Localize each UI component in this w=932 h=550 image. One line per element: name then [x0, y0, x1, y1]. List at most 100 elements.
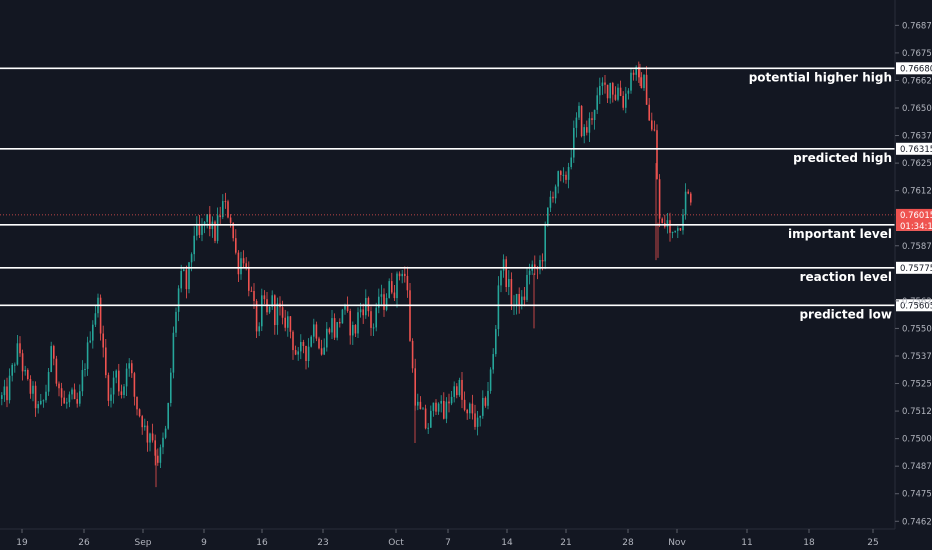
- candle-71: [185, 265, 188, 299]
- candle-249: [648, 98, 650, 121]
- candle-210: [547, 207, 549, 227]
- horizontal-levels[interactable]: potential higher high 0.76680 predicted hi…: [0, 62, 932, 321]
- candle-189: [492, 348, 494, 374]
- level-predicted-low[interactable]: predicted low 0.75605: [0, 299, 932, 321]
- candle-263: [684, 183, 687, 220]
- level-value: 0.75605: [900, 301, 932, 311]
- candle-126: [328, 327, 331, 335]
- level-reaction-level[interactable]: reaction level 0.75775: [0, 261, 932, 284]
- candle-239: [622, 91, 624, 111]
- candle-3: [8, 368, 11, 404]
- level-value-badge: [896, 299, 932, 312]
- candle-174: [453, 381, 455, 403]
- y-tick-label: 0.74625: [902, 517, 932, 527]
- x-tick-label: 7: [445, 538, 451, 548]
- candle-229: [596, 87, 598, 114]
- candle-221: [575, 112, 578, 138]
- candle-114: [297, 347, 299, 361]
- candle-247: [643, 74, 645, 91]
- candle-8: [21, 349, 24, 381]
- current-price-value: 0.76015: [900, 211, 932, 221]
- level-value: 0.76315: [900, 145, 932, 155]
- candle-42: [110, 387, 112, 408]
- candle-191: [497, 276, 500, 337]
- level-label: predicted low: [799, 307, 892, 321]
- candle-256: [666, 213, 669, 234]
- candles: [1, 61, 692, 488]
- candle-237: [617, 83, 619, 102]
- candle-72: [188, 262, 190, 294]
- candle-15: [40, 393, 42, 406]
- candle-155: [404, 266, 406, 283]
- level-potential-higher-high[interactable]: potential higher high 0.76680: [0, 62, 932, 84]
- candle-183: [476, 411, 479, 436]
- candle-230: [599, 77, 601, 105]
- candle-78: [203, 221, 206, 234]
- candle-74: [193, 226, 195, 262]
- x-tick-label: 16: [256, 538, 268, 548]
- candle-262: [682, 208, 684, 235]
- candle-137: [357, 307, 359, 338]
- candle-131: [341, 308, 344, 324]
- candle-207: [539, 255, 541, 275]
- y-tick-label: 0.75125: [902, 407, 932, 417]
- candle-1: [3, 379, 6, 402]
- candle-121: [315, 321, 318, 342]
- candle-149: [388, 278, 390, 299]
- level-value: 0.76680: [900, 64, 932, 74]
- candle-228: [593, 109, 596, 130]
- candle-214: [557, 170, 559, 194]
- candle-10: [27, 368, 29, 381]
- candle-69: [180, 264, 182, 293]
- x-tick-label: 23: [317, 538, 328, 548]
- candle-251: [653, 120, 656, 132]
- candle-186: [484, 396, 487, 408]
- candle-217: [565, 171, 567, 184]
- x-axis[interactable]: 19 26 Sep 9 16 23 Oct 7 14 21 28 Nov 11 18 25: [16, 529, 879, 548]
- current-price-badge: 0.76015 01:34:11: [896, 208, 932, 232]
- level-predicted-high[interactable]: predicted high 0.76315: [0, 142, 932, 165]
- candle-167: [435, 399, 437, 416]
- candle-123: [320, 339, 323, 356]
- candle-41: [107, 372, 110, 407]
- candle-153: [398, 271, 401, 281]
- candle-196: [510, 272, 513, 311]
- level-label: predicted high: [793, 151, 892, 165]
- candle-66: [172, 326, 175, 379]
- candle-109: [284, 309, 286, 332]
- candle-92: [240, 251, 242, 280]
- x-tick-label: 18: [803, 538, 815, 548]
- candle-169: [440, 395, 442, 413]
- y-tick-label: 0.75875: [902, 242, 932, 252]
- candle-28: [73, 383, 76, 400]
- level-value: 0.75775: [900, 264, 932, 274]
- candle-20: [53, 344, 55, 366]
- candle-234: [609, 82, 611, 104]
- candle-57: [149, 432, 151, 452]
- candle-38: [99, 294, 102, 341]
- candle-79: [206, 213, 208, 229]
- candle-152: [396, 271, 398, 308]
- candle-67: [175, 307, 177, 338]
- candle-48: [125, 363, 128, 397]
- level-label: important level: [788, 227, 892, 241]
- candle-182: [474, 404, 476, 430]
- x-tick-label: 11: [741, 538, 752, 548]
- candle-175: [456, 383, 458, 399]
- candle-101: [263, 290, 266, 305]
- candle-257: [669, 212, 671, 242]
- x-tick-label: Nov: [668, 538, 686, 548]
- x-tick-label: 9: [201, 538, 207, 548]
- candle-86: [224, 192, 227, 209]
- candle-23: [60, 382, 63, 407]
- candle-59: [154, 434, 156, 466]
- candle-190: [495, 324, 497, 357]
- candle-49: [128, 358, 130, 377]
- candle-31: [81, 360, 84, 397]
- y-tick-label: 0.74875: [902, 462, 932, 472]
- candle-192: [500, 269, 502, 293]
- x-tick-label: Oct: [388, 538, 404, 548]
